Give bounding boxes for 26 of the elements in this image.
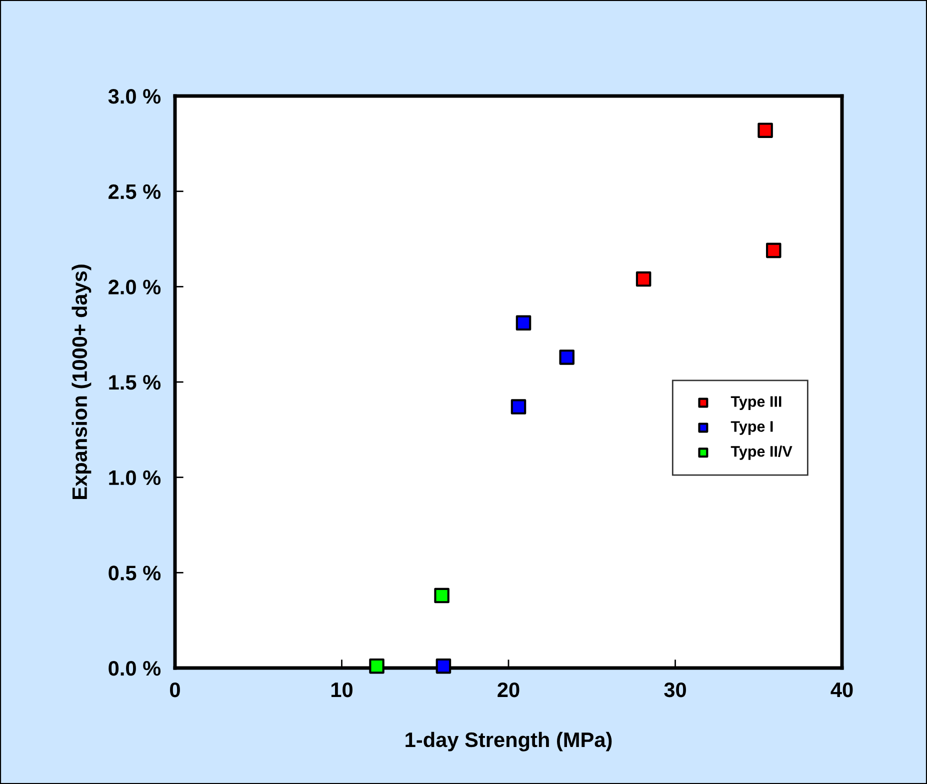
point bbox=[766, 242, 782, 258]
point bbox=[510, 399, 526, 414]
y-tick-label: 1.0 % bbox=[109, 470, 161, 486]
legend-label: Type I bbox=[730, 421, 773, 435]
y-tick-label: 0.0 % bbox=[108, 661, 161, 676]
x-axis-title: 1-day Strength (MPa) bbox=[406, 732, 612, 752]
y-tick-label: 0.5 % bbox=[108, 566, 161, 580]
x-tick-label: 20 bbox=[498, 682, 520, 698]
y-tick-label: 2.0 % bbox=[108, 280, 161, 294]
x-tick-label: 0 bbox=[170, 682, 180, 698]
x-tick-label: 10 bbox=[331, 682, 352, 698]
point bbox=[636, 271, 652, 287]
y-axis-title: Expansion (1000+ days) bbox=[72, 264, 92, 499]
point bbox=[559, 350, 574, 365]
point bbox=[758, 122, 773, 138]
x-tick-label: 30 bbox=[664, 682, 686, 698]
y-tick-label: 1.5 % bbox=[109, 375, 161, 390]
point bbox=[434, 588, 450, 604]
point bbox=[436, 658, 452, 674]
y-tick-label: 2.5 % bbox=[108, 184, 161, 200]
legend-label: Type II/V bbox=[730, 446, 792, 460]
point bbox=[516, 315, 532, 331]
point bbox=[369, 658, 384, 674]
y-tick-label: 3.0 % bbox=[108, 89, 161, 104]
x-tick-label: 40 bbox=[830, 682, 853, 698]
legend-label: Type III bbox=[730, 396, 782, 410]
